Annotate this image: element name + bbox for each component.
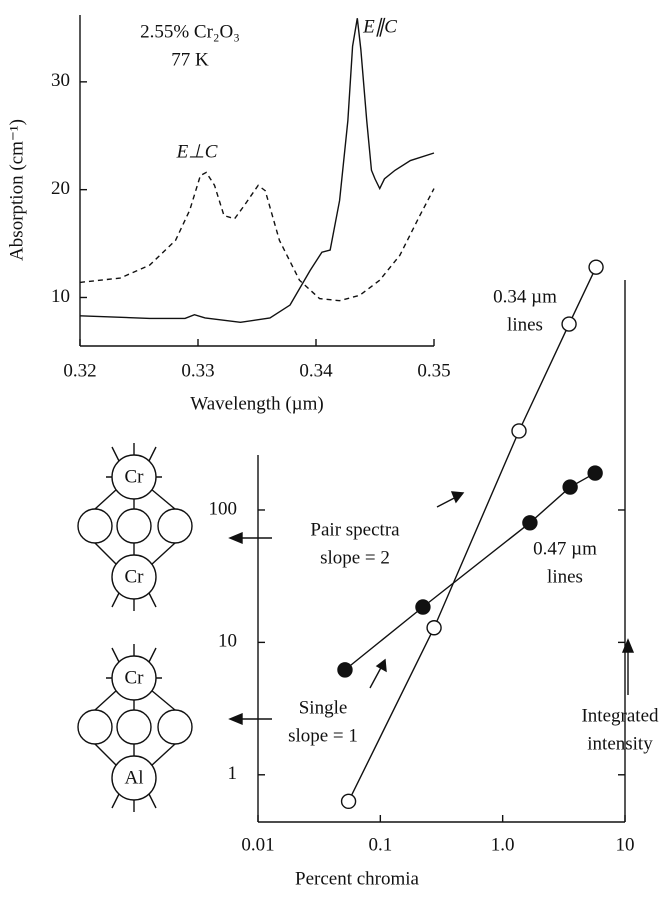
point xyxy=(562,479,578,495)
atom xyxy=(77,709,113,745)
annotation: slope = 2 xyxy=(320,547,390,568)
y-tick-label: 10 xyxy=(51,286,70,307)
point xyxy=(588,259,604,275)
annotation: intensity xyxy=(587,733,653,754)
bond xyxy=(111,793,157,812)
bond xyxy=(106,644,162,679)
x-tick-label: 0.35 xyxy=(417,360,450,381)
x-tick-label: 1.0 xyxy=(491,834,515,855)
arrows xyxy=(228,491,635,726)
y-tick-label: 100 xyxy=(209,498,238,519)
point xyxy=(522,515,538,531)
bond xyxy=(94,488,118,510)
annotation: 2.55% Cr₂O₃ xyxy=(140,21,240,42)
x-tick-label: 0.34 xyxy=(299,360,333,381)
x-tick-label: 0.32 xyxy=(63,360,96,381)
atom xyxy=(77,508,113,544)
bond xyxy=(106,443,162,478)
y-axis-label: Absorption (cm⁻¹) xyxy=(6,119,27,261)
annotation: slope = 1 xyxy=(288,725,358,746)
bond xyxy=(150,542,176,566)
spectrum-line xyxy=(79,18,435,323)
point xyxy=(415,599,431,615)
atom-label: Cr xyxy=(125,566,145,587)
atom-label: Cr xyxy=(125,466,145,487)
atom xyxy=(111,655,157,701)
atom xyxy=(157,709,193,745)
y-tick-label: 20 xyxy=(51,178,70,199)
annotation: 0.34 µm xyxy=(493,286,557,307)
x-axis-label: Wavelength (µm) xyxy=(190,393,323,414)
lattice-diagram: Cr Al xyxy=(77,644,193,812)
point xyxy=(340,793,357,810)
annotation: Pair spectra xyxy=(310,519,400,540)
point xyxy=(561,316,577,332)
atom-label: Al xyxy=(125,767,144,788)
bond xyxy=(94,542,118,566)
annotation: E⊥C xyxy=(176,141,218,162)
annotation: Single xyxy=(299,697,348,718)
atom xyxy=(157,508,193,544)
atom xyxy=(111,554,157,600)
annotation: E∥C xyxy=(362,16,397,37)
spectrum-line xyxy=(79,171,435,302)
atom xyxy=(111,755,157,801)
point xyxy=(511,423,527,439)
annotation: Integrated xyxy=(581,705,659,726)
bond xyxy=(111,592,157,611)
x-tick-label: 0.33 xyxy=(181,360,214,381)
annotation: lines xyxy=(547,566,583,587)
x-tick-label: 0.1 xyxy=(368,834,392,855)
point xyxy=(587,465,603,481)
bond xyxy=(150,689,176,711)
atom xyxy=(116,508,152,544)
annotation: 0.47 µm xyxy=(533,538,597,559)
atom-label: Cr xyxy=(125,667,145,688)
point xyxy=(337,662,353,678)
x-axis-label: Percent chromia xyxy=(295,868,420,889)
x-tick-label: 0.01 xyxy=(241,834,274,855)
bond xyxy=(150,743,176,767)
y-tick-label: 10 xyxy=(218,631,237,652)
x-tick-label: 10 xyxy=(616,834,635,855)
bond xyxy=(150,488,176,510)
y-tick-label: 30 xyxy=(51,70,70,91)
annotation: 77 K xyxy=(171,49,209,70)
lattice-diagram: Cr Cr xyxy=(77,443,193,611)
annotation: lines xyxy=(507,314,543,335)
bond xyxy=(94,743,118,767)
y-tick-label: 1 xyxy=(228,763,238,784)
point xyxy=(426,620,442,636)
bond xyxy=(94,689,118,711)
atom xyxy=(111,454,157,500)
atom xyxy=(116,709,152,745)
